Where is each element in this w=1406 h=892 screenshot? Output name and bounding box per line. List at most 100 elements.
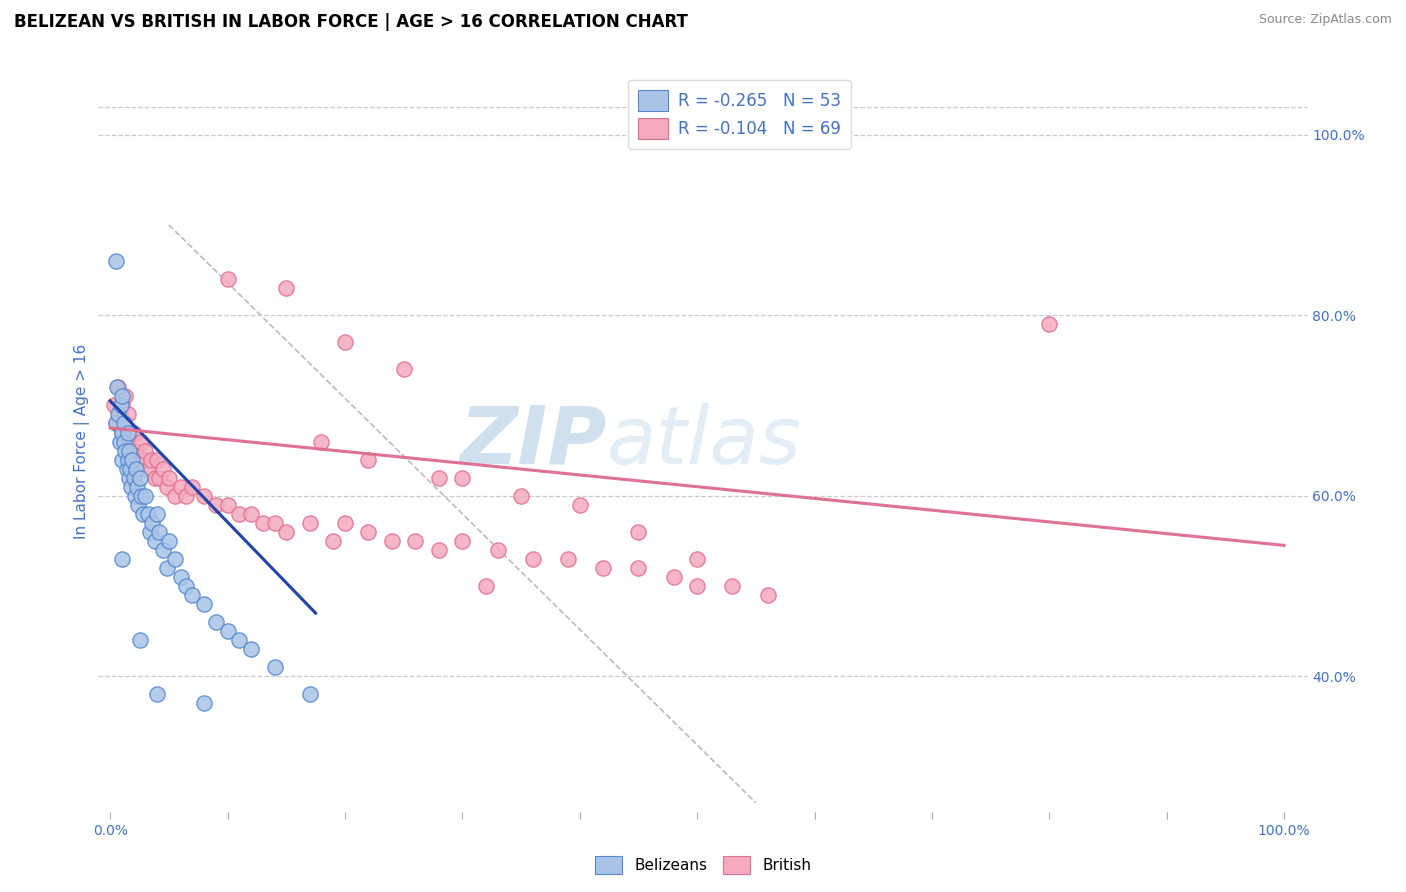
Point (592, 561, 614, 575)
Point (122, 470, 145, 484)
Point (298, 687, 321, 701)
Point (686, 552, 709, 566)
Point (157, 533, 180, 548)
Point (111, 389, 134, 403)
Point (128, 633, 150, 648)
Point (662, 570, 685, 584)
Point (141, 452, 163, 467)
Legend: R = -0.265   N = 53, R = -0.104   N = 69: R = -0.265 N = 53, R = -0.104 N = 69 (627, 79, 851, 149)
Point (276, 281, 298, 295)
Point (118, 425, 141, 440)
Point (146, 507, 169, 521)
Text: atlas: atlas (606, 402, 801, 481)
Point (204, 498, 226, 512)
Point (111, 452, 134, 467)
Point (117, 408, 139, 422)
Point (134, 443, 156, 458)
Point (127, 461, 149, 475)
Point (103, 399, 125, 413)
Point (522, 552, 544, 566)
Point (557, 552, 579, 566)
Point (228, 507, 250, 521)
Point (132, 452, 155, 467)
Point (112, 417, 135, 431)
Point (139, 524, 162, 539)
Point (240, 507, 263, 521)
Point (129, 434, 152, 449)
Point (146, 452, 169, 467)
Text: ZIP: ZIP (458, 402, 606, 481)
Point (148, 470, 170, 484)
Point (475, 579, 498, 593)
Point (392, 362, 415, 376)
Point (510, 489, 533, 503)
Point (124, 489, 146, 503)
Point (105, 417, 128, 431)
Point (108, 408, 131, 422)
Point (105, 380, 128, 394)
Point (117, 452, 139, 467)
Point (125, 443, 148, 458)
Point (427, 542, 450, 557)
Point (118, 443, 141, 458)
Point (105, 254, 128, 268)
Point (322, 533, 344, 548)
Point (163, 552, 186, 566)
Point (152, 461, 174, 475)
Point (627, 524, 650, 539)
Point (451, 470, 474, 484)
Point (155, 480, 177, 494)
Point (127, 498, 149, 512)
Point (228, 633, 250, 648)
Point (111, 425, 134, 440)
Point (169, 570, 191, 584)
Point (217, 272, 239, 286)
Point (132, 507, 155, 521)
Point (263, 660, 285, 674)
Point (193, 597, 215, 611)
Point (118, 470, 141, 484)
Point (114, 389, 136, 403)
Point (120, 452, 142, 467)
Point (252, 516, 274, 530)
Point (721, 579, 744, 593)
Point (141, 516, 163, 530)
Point (152, 542, 174, 557)
Point (686, 579, 709, 593)
Point (193, 697, 215, 711)
Point (568, 498, 591, 512)
Point (121, 452, 143, 467)
Point (112, 434, 135, 449)
Point (120, 480, 142, 494)
Point (127, 480, 149, 494)
Point (1038, 317, 1060, 331)
Point (114, 443, 136, 458)
Point (240, 642, 263, 657)
Point (136, 461, 159, 475)
Point (143, 470, 166, 484)
Point (404, 533, 426, 548)
Point (112, 417, 135, 431)
Point (129, 489, 152, 503)
Point (756, 588, 779, 602)
Point (193, 489, 215, 503)
Point (148, 524, 170, 539)
Point (357, 452, 380, 467)
Point (263, 516, 285, 530)
Point (276, 524, 298, 539)
Point (111, 399, 134, 413)
Text: BELIZEAN VS BRITISH IN LABOR FORCE | AGE > 16 CORRELATION CHART: BELIZEAN VS BRITISH IN LABOR FORCE | AGE… (14, 13, 688, 31)
Point (217, 624, 239, 639)
Point (155, 561, 177, 575)
Point (115, 434, 138, 449)
Point (163, 489, 186, 503)
Point (111, 552, 134, 566)
Point (128, 470, 150, 484)
Point (298, 516, 321, 530)
Point (117, 425, 139, 440)
Text: Source: ZipAtlas.com: Source: ZipAtlas.com (1258, 13, 1392, 27)
Point (204, 615, 226, 629)
Point (627, 561, 650, 575)
Point (134, 489, 156, 503)
Point (381, 533, 404, 548)
